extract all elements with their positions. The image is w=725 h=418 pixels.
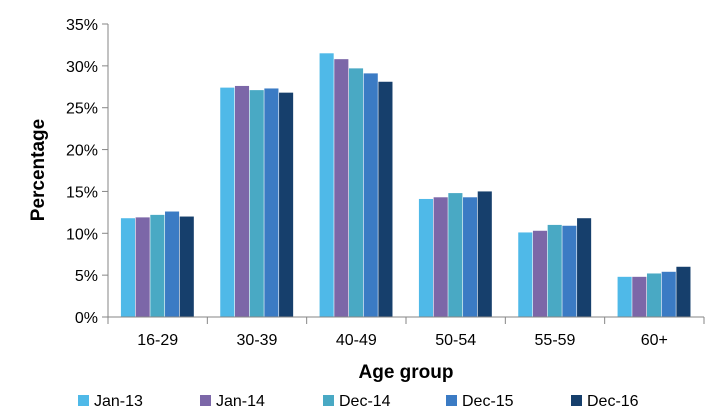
y-axis-title: Percentage: [28, 119, 49, 221]
bar: [179, 216, 194, 317]
y-tick-label: 20%: [66, 143, 98, 160]
bar: [135, 217, 150, 317]
bar: [448, 193, 463, 317]
bar: [348, 68, 364, 318]
bar: [532, 230, 548, 317]
legend-swatch: [78, 395, 89, 406]
y-tick-label: 15%: [66, 184, 98, 201]
x-axis: 16-29 30-39 40-49 50-54 55-59 60+: [107, 316, 705, 349]
y-tick-label: 30%: [66, 59, 98, 76]
bar: [646, 273, 662, 317]
bar: [220, 87, 235, 318]
bar: [577, 218, 592, 317]
x-tick-label: 40-49: [336, 332, 377, 349]
bar: [562, 225, 577, 317]
bar: [279, 92, 294, 318]
y-tick-label: 10%: [66, 226, 98, 243]
legend-swatch: [200, 395, 211, 406]
bar: [418, 198, 434, 317]
bar: [661, 271, 676, 317]
x-tick-label: 55-59: [535, 332, 576, 349]
bar: [319, 53, 334, 318]
x-tick-label: 16-29: [137, 332, 178, 349]
x-axis-title: Age group: [359, 362, 454, 383]
bar: [632, 276, 647, 317]
bar: [547, 224, 562, 317]
x-tick-label: 50-54: [435, 332, 476, 349]
legend-label: Dec-15: [462, 393, 514, 410]
bar: [264, 88, 279, 318]
bar: [150, 214, 165, 317]
y-axis: 0% 5% 10% 15% 20% 25% 30% 35%: [66, 17, 109, 327]
y-tick-label: 25%: [66, 101, 98, 118]
bar: [463, 197, 478, 317]
bar: [334, 59, 349, 317]
bar: [363, 73, 378, 317]
y-tick-label: 0%: [75, 310, 98, 327]
legend-swatch: [446, 395, 457, 406]
bar: [120, 218, 136, 317]
legend-swatch: [323, 395, 334, 406]
y-tick-label: 5%: [75, 268, 98, 285]
bar: [477, 191, 492, 317]
legend-swatch: [571, 395, 582, 406]
x-tick-label: 60+: [641, 332, 668, 349]
bar: [249, 90, 264, 317]
bar: [676, 266, 691, 317]
bar: [378, 81, 393, 317]
bar: [433, 197, 448, 317]
plot-area: [120, 53, 691, 318]
x-tick-label: 30-39: [237, 332, 278, 349]
legend-label: Jan-14: [216, 393, 265, 410]
bar: [617, 276, 632, 317]
legend-label: Dec-14: [339, 393, 391, 410]
y-tick-label: 35%: [66, 17, 98, 34]
legend-label: Jan-13: [94, 393, 143, 410]
legend-label: Dec-16: [587, 393, 639, 410]
legend: Jan-13 Jan-14 Dec-14 Dec-15 Dec-16: [78, 393, 639, 410]
bar: [234, 85, 250, 317]
bar: [518, 232, 533, 317]
bar: [165, 211, 180, 317]
